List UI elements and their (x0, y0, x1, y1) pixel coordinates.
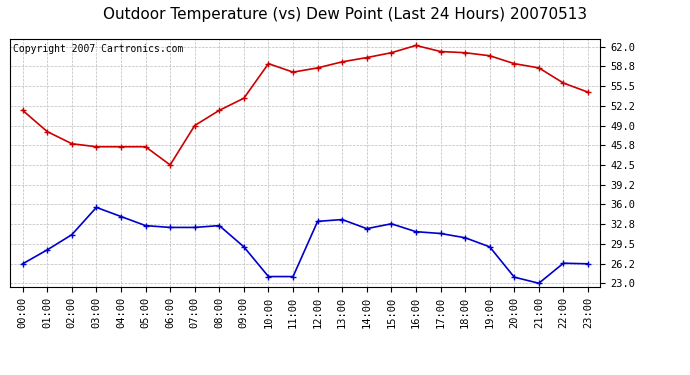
Text: Outdoor Temperature (vs) Dew Point (Last 24 Hours) 20070513: Outdoor Temperature (vs) Dew Point (Last… (103, 8, 587, 22)
Text: Copyright 2007 Cartronics.com: Copyright 2007 Cartronics.com (13, 44, 184, 54)
